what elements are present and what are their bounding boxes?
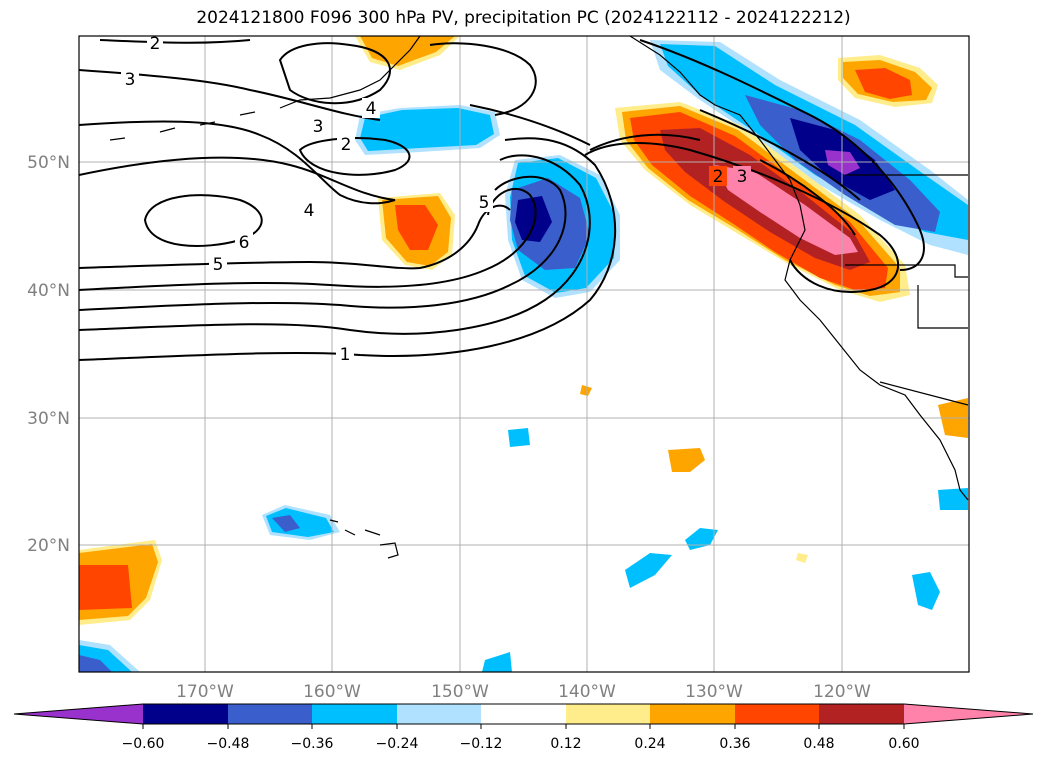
contour-label: 5 [479, 193, 490, 213]
contour-label: 4 [366, 99, 377, 119]
colorbar-tick-label: 0.36 [719, 736, 750, 752]
contour-label: 2 [713, 167, 724, 187]
lat-label: 20°N [27, 536, 70, 556]
lat-label: 40°N [27, 281, 70, 301]
contour-label: 5 [213, 255, 224, 275]
colorbar-segment [566, 704, 650, 724]
colorbar-tick-label: −0.12 [460, 736, 503, 752]
coastlines [109, 36, 969, 559]
colorbar-tick-label: 0.24 [634, 736, 665, 752]
lon-label: 130°W [685, 682, 743, 702]
lon-label: 150°W [431, 682, 489, 702]
colorbar-segment [819, 704, 904, 724]
contour-label: 2 [341, 135, 352, 155]
pv-contours [79, 39, 925, 361]
precip-shading [79, 36, 968, 672]
map-title: 2024121800 F096 300 hPa PV, precipitatio… [196, 8, 851, 28]
lon-label: 140°W [558, 682, 616, 702]
colorbar-tick-label: −0.36 [291, 736, 334, 752]
colorbar-tick-label: 0.60 [888, 736, 919, 752]
colorbar-segment [650, 704, 735, 724]
lon-axis-labels: 170°W 160°W 150°W 140°W 130°W 120°W [176, 682, 871, 702]
lon-label: 160°W [303, 682, 361, 702]
lon-label: 170°W [176, 682, 234, 702]
lat-axis-labels: 50°N 40°N 30°N 20°N [27, 153, 70, 556]
colorbar-segment [735, 704, 819, 724]
colorbar-tick-label: −0.24 [376, 736, 419, 752]
contour-label: 2 [150, 34, 161, 54]
lat-label: 30°N [27, 409, 70, 429]
lon-label: 120°W [813, 682, 871, 702]
colorbar-extend-low [14, 704, 143, 724]
contour-label: 1 [340, 345, 351, 365]
colorbar-segment [143, 704, 228, 724]
colorbar-tick-label: −0.60 [122, 736, 165, 752]
contour-label: 6 [239, 233, 250, 253]
contour-label: 3 [125, 70, 136, 90]
lat-label: 50°N [27, 153, 70, 173]
contour-label: 3 [313, 117, 324, 137]
colorbar: −0.60 −0.48 −0.36 −0.24 −0.12 0.12 0.24 … [13, 703, 1034, 752]
contour-labels: 1 2 2 2 3 3 3 4 4 5 5 6 [121, 34, 751, 365]
map-border [78, 35, 970, 673]
colorbar-tick-label: 0.48 [803, 736, 834, 752]
colorbar-tick-label: 0.12 [550, 736, 581, 752]
colorbar-segment [397, 704, 481, 724]
contour-label: 3 [737, 167, 748, 187]
contour-label: 4 [304, 201, 315, 221]
colorbar-tick-label: −0.48 [207, 736, 250, 752]
colorbar-segment [312, 704, 397, 724]
colorbar-segment [228, 704, 312, 724]
colorbar-segment [481, 704, 566, 724]
colorbar-extend-high [904, 704, 1033, 724]
map-area: 1 2 2 2 3 3 3 4 4 5 5 6 [79, 34, 969, 672]
